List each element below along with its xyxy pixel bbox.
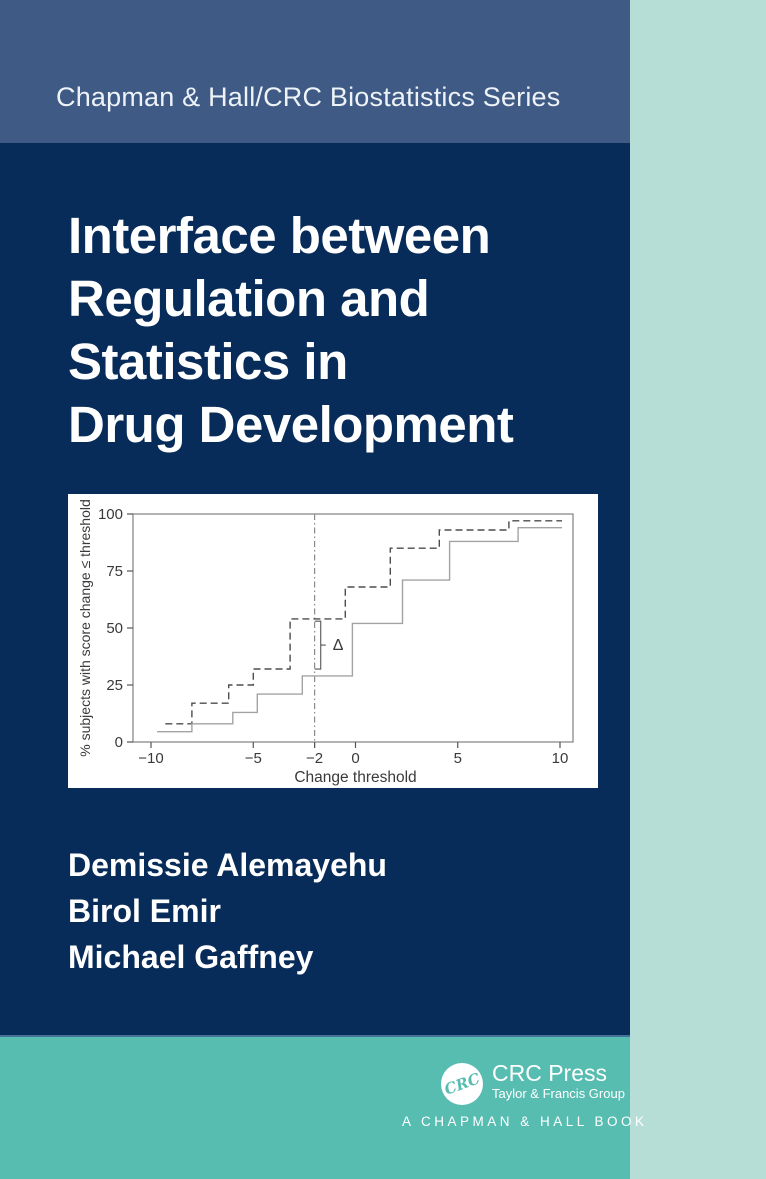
book-title-line: Drug Development — [68, 396, 514, 453]
book-title-line: Interface between — [68, 207, 491, 264]
publisher-name: CRC Press — [492, 1060, 608, 1086]
publisher-group: Taylor & Francis Group — [492, 1086, 625, 1101]
svg-text:Δ: Δ — [333, 637, 344, 654]
publisher-block: CRC Press Taylor & Francis Group — [492, 1060, 625, 1102]
svg-text:Change threshold: Change threshold — [294, 769, 416, 786]
svg-text:50: 50 — [106, 620, 123, 637]
book-title-line: Statistics in — [68, 333, 348, 390]
book-title-line: Regulation and — [68, 270, 430, 327]
svg-text:−10: −10 — [138, 750, 163, 767]
svg-text:−2: −2 — [306, 750, 323, 767]
imprint-line: A CHAPMAN & HALL BOOK — [402, 1114, 648, 1129]
right-accent-stripe — [630, 0, 766, 1179]
author-name: Demissie Alemayehu — [68, 847, 387, 883]
svg-text:% subjects with score change ≤: % subjects with score change ≤ threshold — [77, 499, 93, 756]
svg-text:75: 75 — [106, 563, 123, 580]
svg-text:10: 10 — [552, 750, 569, 767]
author-name: Birol Emir — [68, 893, 221, 929]
series-band: Chapman & Hall/CRC Biostatistics Series — [0, 0, 630, 143]
svg-text:−5: −5 — [245, 750, 262, 767]
svg-text:0: 0 — [351, 750, 359, 767]
svg-text:100: 100 — [98, 506, 123, 523]
book-title: Interface between Regulation and Statist… — [68, 204, 514, 456]
author-list: Demissie Alemayehu Birol Emir Michael Ga… — [68, 842, 387, 980]
svg-text:25: 25 — [106, 677, 123, 694]
crc-logo-text: CRC — [441, 1069, 483, 1099]
crc-logo-icon: CRC — [441, 1063, 483, 1105]
svg-text:5: 5 — [454, 750, 462, 767]
ecdf-chart-panel: −10 −5 −2 0 5 10 0 25 50 75 100 Change threshold% s… — [68, 494, 598, 788]
publisher-band — [0, 1035, 630, 1179]
author-name: Michael Gaffney — [68, 939, 314, 975]
series-title: Chapman & Hall/CRC Biostatistics Series — [56, 82, 561, 112]
svg-text:0: 0 — [115, 734, 123, 751]
